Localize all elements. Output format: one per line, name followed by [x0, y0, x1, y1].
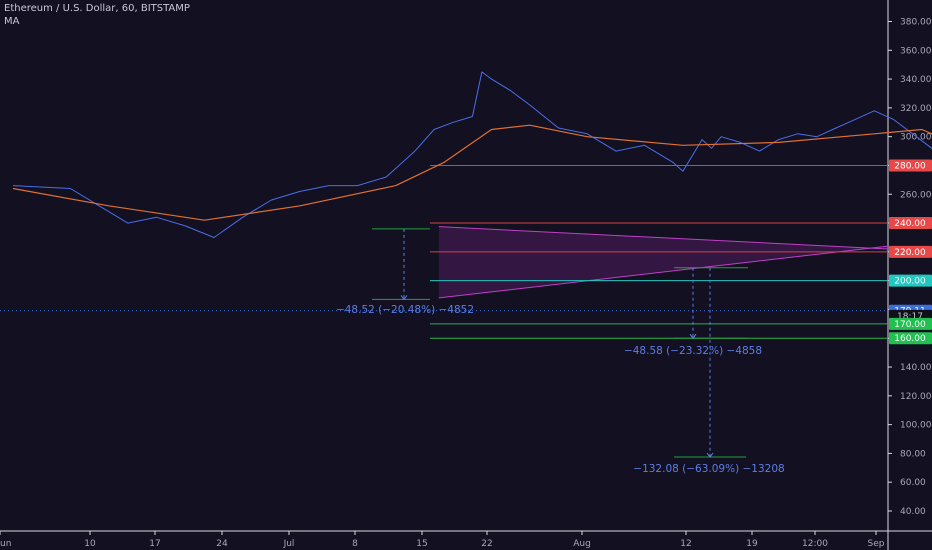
x-tick-label: 24: [216, 539, 228, 549]
price-tag-bg: [889, 245, 932, 258]
y-tick-label: 320.00: [900, 104, 932, 114]
price-tag-bg: [889, 217, 932, 230]
price-tag-label: 18:17: [897, 312, 923, 322]
price-tag-label: 160.00: [894, 334, 926, 344]
y-tick-label: 380.00: [900, 18, 932, 28]
y-tick-label: 40.00: [900, 507, 926, 517]
price-tag-label: 200.00: [894, 277, 926, 287]
x-tick-label: 22: [481, 539, 492, 549]
measure-label: −48.52 (−20.48%) −4852: [336, 304, 474, 316]
y-tick-label: 60.00: [900, 478, 926, 488]
x-tick-label: Aug: [573, 539, 591, 549]
price-tag-bg: [889, 332, 932, 345]
x-tick-label: 17: [149, 539, 160, 549]
y-tick-label: 360.00: [900, 46, 932, 56]
price-tag-label: 220.00: [894, 248, 926, 258]
triangle-upper-line: [438, 226, 889, 250]
price-tag-bg: [889, 159, 932, 172]
measure-arrow-head: [706, 452, 714, 458]
measure-label: −132.08 (−63.09%) −13208: [633, 463, 784, 475]
triangle-pattern-fill: [438, 226, 888, 298]
y-tick-label: 300.00: [900, 133, 932, 143]
series-line-0: [12, 71, 932, 238]
triangle-lower-line: [438, 245, 889, 299]
x-tick-label: 19: [746, 539, 758, 549]
x-tick-label: un: [0, 539, 11, 549]
x-tick-label: 8: [352, 539, 358, 549]
x-tick-label: Jul: [283, 539, 295, 549]
price-tag-bg: [889, 317, 932, 330]
x-tick-label: 15: [416, 539, 427, 549]
price-tag-bg: [889, 274, 932, 287]
y-tick-label: 260.00: [900, 190, 932, 200]
y-tick-label: 120.00: [900, 392, 932, 402]
indicator-label[interactable]: MA: [4, 16, 20, 27]
series-line-1: [12, 124, 932, 221]
x-tick-label: 12: [680, 539, 691, 549]
x-tick-label: 10: [84, 539, 96, 549]
x-tick-label: 12:00: [802, 539, 828, 549]
chart-title: Ethereum / U.S. Dollar, 60, BITSTAMP: [4, 3, 190, 14]
x-tick-label: Sep: [868, 539, 885, 549]
y-tick-label: 340.00: [900, 75, 932, 85]
measure-label: −48.58 (−23.32%) −4858: [624, 345, 762, 357]
price-tag-label: 240.00: [894, 219, 926, 229]
y-tick-label: 140.00: [900, 363, 932, 373]
measure-arrow-head: [689, 333, 697, 340]
measure-arrow-head: [400, 295, 408, 301]
y-tick-label: 100.00: [900, 421, 932, 431]
y-tick-label: 80.00: [900, 449, 926, 459]
price-tag-label: 280.00: [894, 161, 926, 171]
price-tag-label: 170.00: [894, 320, 926, 330]
